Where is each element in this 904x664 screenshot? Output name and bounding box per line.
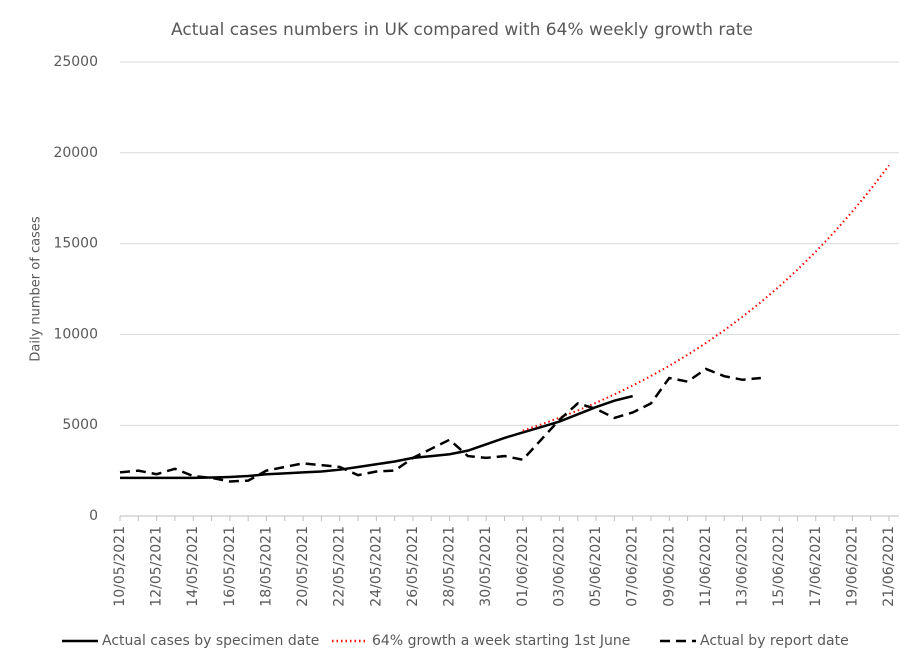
y-tick-label: 5000 bbox=[62, 417, 98, 433]
y-tick-label: 25000 bbox=[53, 54, 98, 70]
x-tick-label: 21/06/2021 bbox=[881, 526, 897, 607]
series-line bbox=[522, 164, 890, 432]
x-tick-label: 24/05/2021 bbox=[368, 526, 384, 607]
x-tick-label: 03/06/2021 bbox=[551, 526, 567, 607]
x-tick-label: 15/06/2021 bbox=[771, 526, 787, 607]
x-tick-label: 11/06/2021 bbox=[698, 526, 714, 607]
legend-label: Actual by report date bbox=[700, 633, 849, 649]
x-tick-label: 10/05/2021 bbox=[112, 526, 128, 607]
x-tick-label: 01/06/2021 bbox=[515, 526, 531, 607]
x-tick-label: 13/06/2021 bbox=[735, 526, 751, 607]
x-tick-label: 07/06/2021 bbox=[625, 526, 641, 607]
series-line bbox=[119, 367, 761, 483]
y-axis-label: Daily number of cases bbox=[29, 216, 44, 361]
x-tick-label: 16/05/2021 bbox=[222, 526, 238, 607]
x-tick-label: 05/06/2021 bbox=[588, 526, 604, 607]
x-tick-label: 12/05/2021 bbox=[149, 526, 165, 607]
x-tick-label: 28/05/2021 bbox=[442, 526, 458, 607]
x-tick-label: 26/05/2021 bbox=[405, 526, 421, 607]
x-tick-label: 20/05/2021 bbox=[295, 526, 311, 607]
x-tick-label: 09/06/2021 bbox=[661, 526, 677, 607]
legend-label: 64% growth a week starting 1st June bbox=[372, 633, 630, 649]
y-tick-label: 10000 bbox=[53, 326, 98, 342]
x-tick-label: 17/06/2021 bbox=[808, 526, 824, 607]
x-tick-label: 22/05/2021 bbox=[332, 526, 348, 607]
chart-title: Actual cases numbers in UK compared with… bbox=[171, 20, 753, 40]
x-tick-label: 30/05/2021 bbox=[478, 526, 494, 607]
x-tick-label: 19/06/2021 bbox=[844, 526, 860, 607]
y-tick-label: 15000 bbox=[53, 236, 98, 252]
y-tick-label: 20000 bbox=[53, 145, 98, 161]
x-tick-label: 14/05/2021 bbox=[185, 526, 201, 607]
legend-label: Actual cases by specimen date bbox=[102, 633, 319, 649]
y-tick-label: 0 bbox=[89, 508, 98, 524]
x-tick-label: 18/05/2021 bbox=[258, 526, 274, 607]
